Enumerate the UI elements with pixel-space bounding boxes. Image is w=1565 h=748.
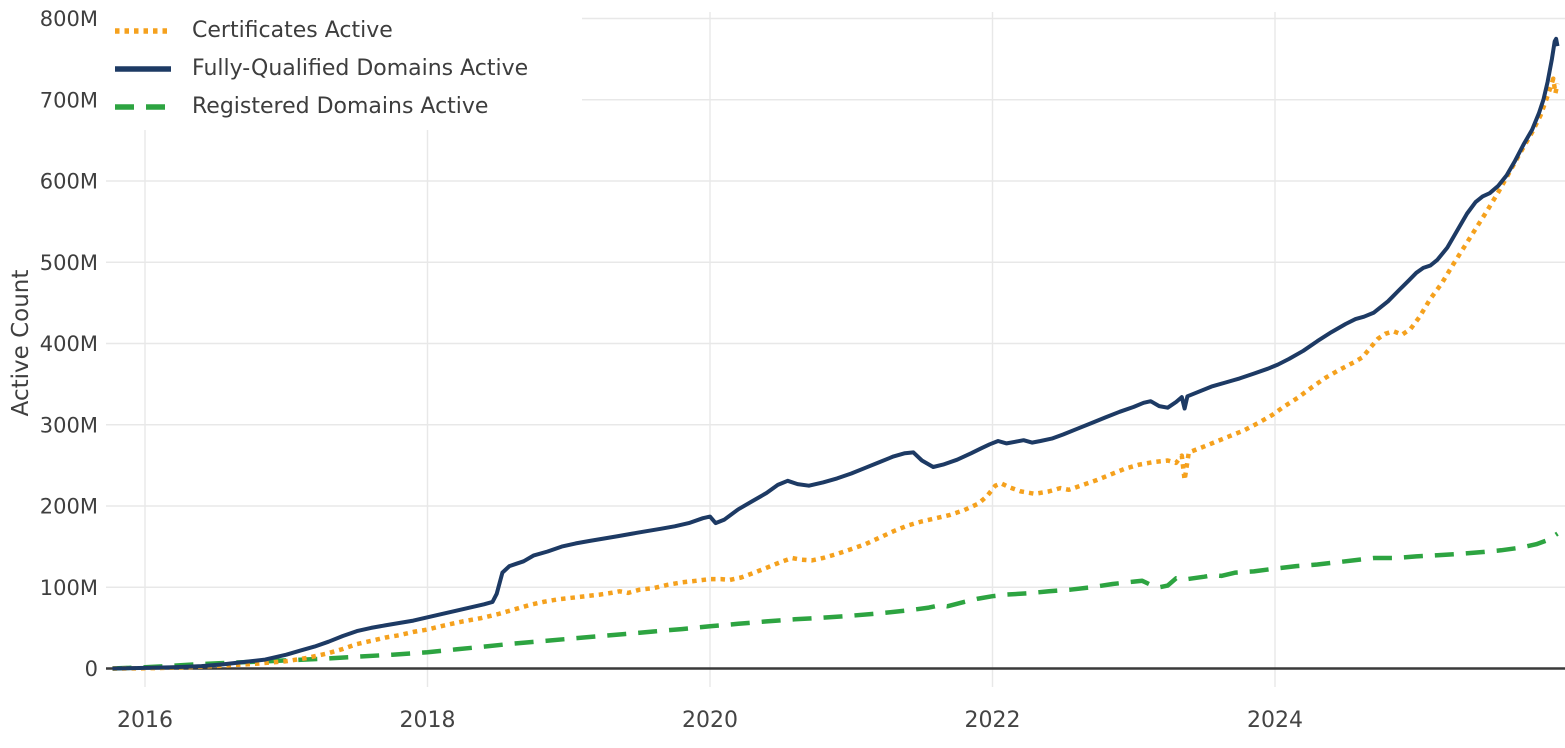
- legend-item-certificates-active[interactable]: Certificates Active: [114, 12, 582, 50]
- legend-swatch-solid-line: [115, 66, 171, 72]
- x-tick-label: 2020: [682, 708, 738, 733]
- x-tick-label: 2022: [965, 708, 1021, 733]
- y-tick-label: 100M: [40, 576, 98, 600]
- x-tick-label: 2018: [400, 708, 456, 733]
- y-tick-label: 0: [85, 657, 98, 681]
- legend-label: Registered Domains Active: [192, 94, 489, 119]
- x-tick-label: 2016: [117, 708, 173, 733]
- y-tick-label: 500M: [40, 251, 98, 275]
- legend-swatch-dashed-line: [115, 104, 171, 110]
- chart-legend: Certificates Active Fully-Qualified Doma…: [104, 8, 582, 130]
- y-tick-label: 200M: [40, 495, 98, 519]
- legend-swatch-dotted-line: [115, 28, 171, 34]
- legend-label: Fully-Qualified Domains Active: [192, 56, 529, 81]
- y-axis-title: Active Count: [8, 269, 34, 417]
- y-tick-label: 300M: [40, 413, 98, 437]
- series-line-fully-qualified-domains-active[interactable]: [112, 36, 1560, 671]
- legend-item-fully-qualified-domains-active[interactable]: Fully-Qualified Domains Active: [114, 50, 582, 88]
- y-tick-label: 700M: [40, 88, 98, 112]
- y-tick-label: 600M: [40, 170, 98, 194]
- series-line-certificates-active[interactable]: [112, 76, 1560, 671]
- y-tick-label: 400M: [40, 332, 98, 356]
- y-tick-label: 800M: [40, 7, 98, 31]
- legend-label: Certificates Active: [192, 18, 393, 43]
- x-tick-label: 2024: [1247, 708, 1303, 733]
- legend-item-registered-domains-active[interactable]: Registered Domains Active: [114, 88, 582, 126]
- series-line-registered-domains-active[interactable]: [112, 531, 1559, 671]
